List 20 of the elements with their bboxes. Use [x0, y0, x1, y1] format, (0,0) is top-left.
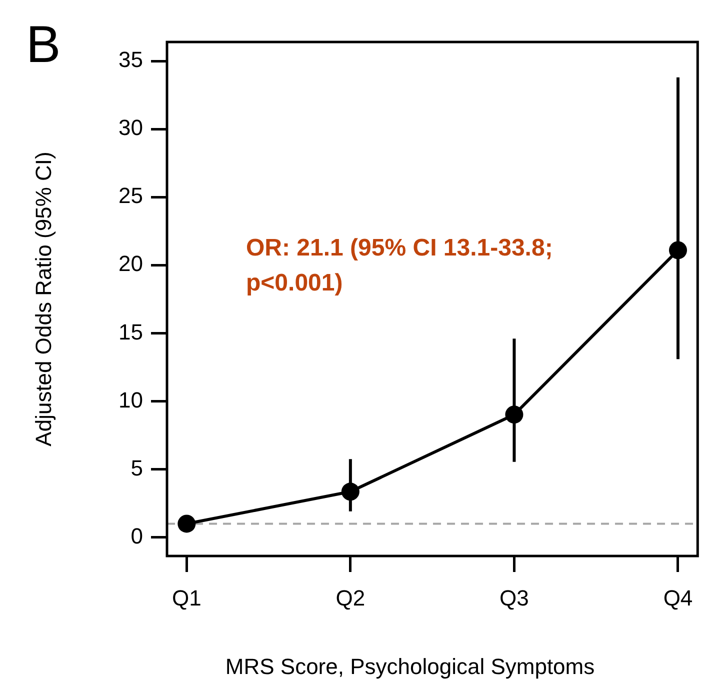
y-tick-label: 10 [118, 387, 143, 412]
y-tick-label: 35 [118, 47, 143, 72]
x-tick-label: Q2 [336, 585, 366, 610]
y-tick-label: 30 [118, 115, 143, 140]
annotation: OR: 21.1 (95% CI 13.1-33.8; p<0.001) [246, 234, 553, 297]
y-tick-label: 5 [130, 455, 143, 480]
y-tick-label: 15 [118, 319, 143, 344]
point [178, 514, 196, 533]
x-tick-label: Q1 [172, 585, 202, 610]
x-tick-label: Q3 [500, 585, 529, 610]
point [505, 406, 524, 424]
chart-title: B [26, 16, 61, 74]
point [668, 241, 687, 260]
y-axis-title: Adjusted Odds Ratio (95% CI) [31, 152, 56, 446]
point [341, 482, 360, 501]
y-tick-label: 0 [130, 523, 143, 548]
y-tick-label: 20 [118, 251, 143, 276]
x-axis-title: MRS Score, Psychological Symptoms [225, 654, 595, 680]
x-tick-label: Q4 [663, 585, 693, 610]
y-tick-label: 25 [118, 183, 143, 208]
